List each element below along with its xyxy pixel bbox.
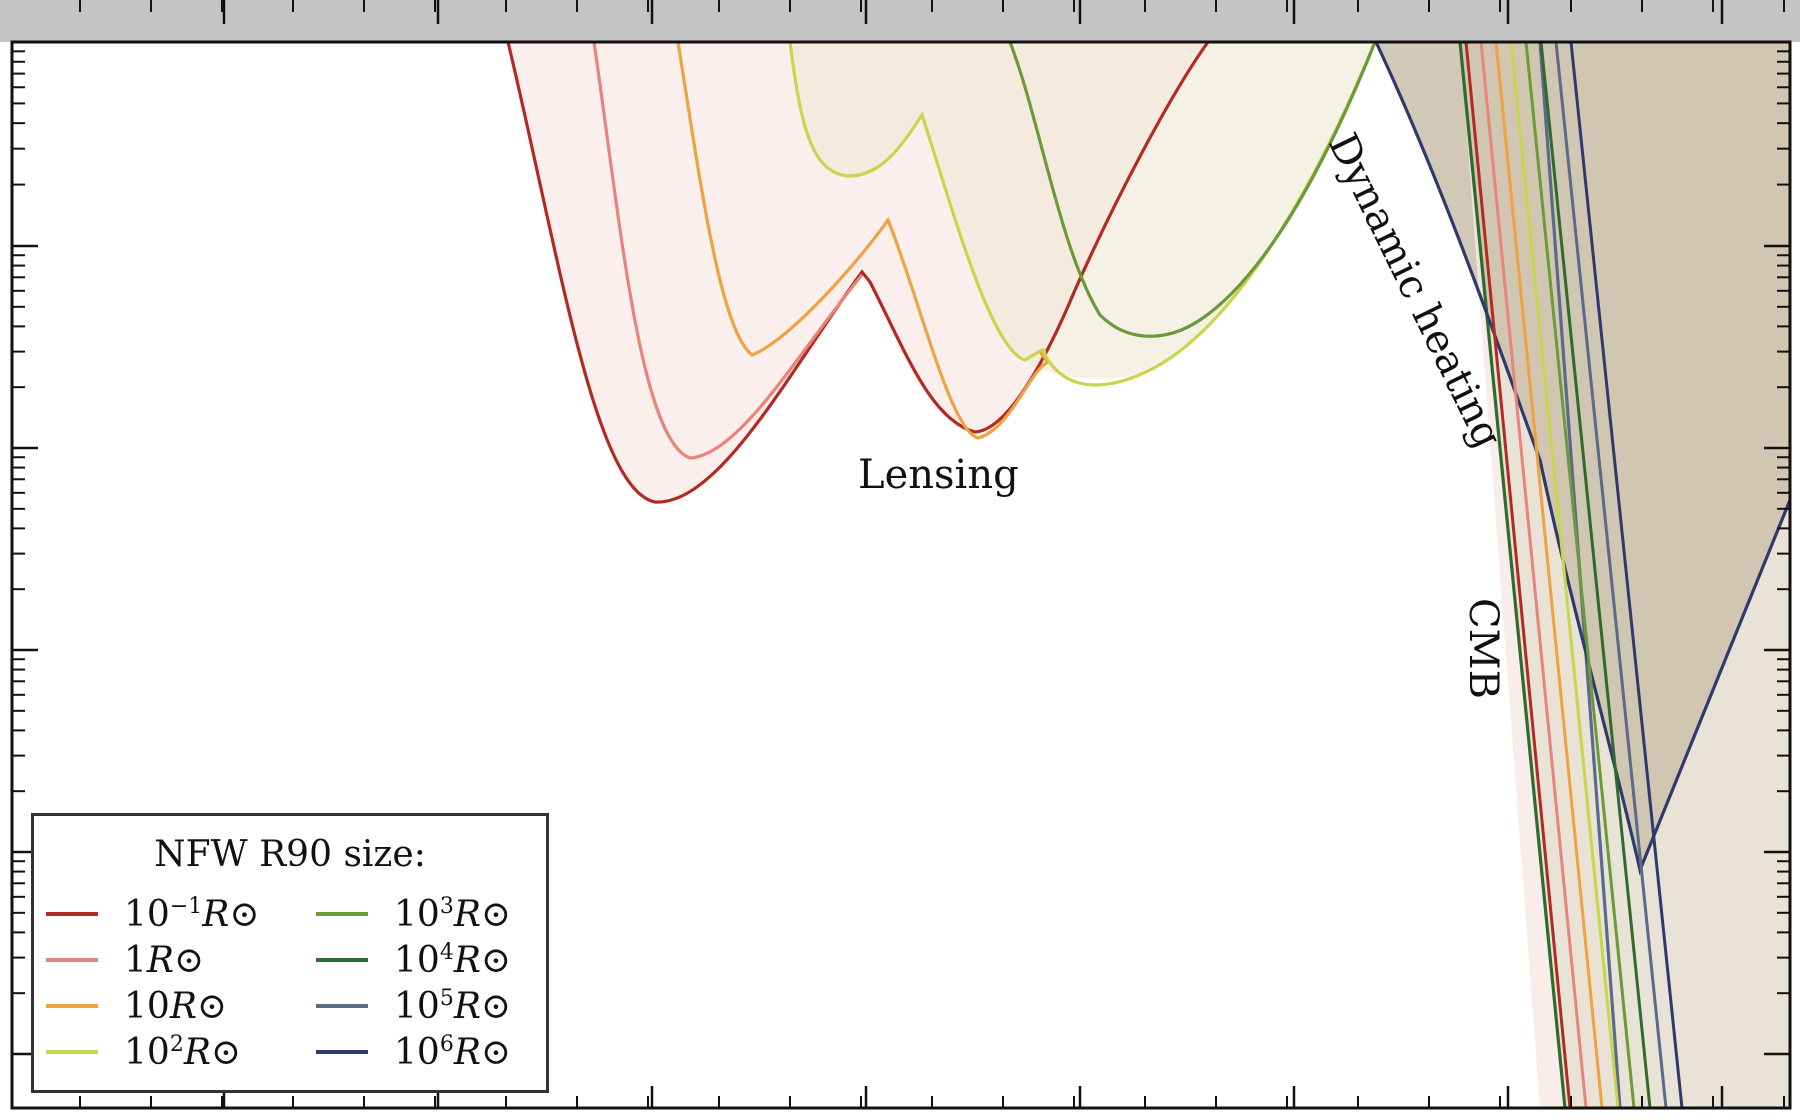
cmb-curve-series-4	[1524, 41, 1636, 1109]
legend-swatch-4	[316, 912, 368, 916]
curve-series-3	[788, 41, 1377, 387]
legend-item-5: 104R⊙	[316, 938, 511, 982]
top-shaded-band	[0, 0, 1800, 42]
constraint-curves	[506, 41, 1792, 1109]
cmb-curve-series-3	[1509, 41, 1620, 1109]
legend-item-4: 103R⊙	[316, 892, 511, 936]
annotation-lensing: Lensing	[858, 452, 1019, 498]
legend-item-2: 10R⊙	[46, 984, 227, 1028]
legend-item-3: 102R⊙	[46, 1030, 241, 1074]
legend-label-7: 106R⊙	[394, 1031, 512, 1073]
legend-swatch-1	[46, 958, 98, 962]
legend-label-6: 105R⊙	[394, 985, 512, 1027]
constraint-fill-regions	[508, 42, 1790, 1108]
legend-label-4: 103R⊙	[394, 893, 512, 935]
legend-title: NFW R90 size:	[34, 834, 546, 875]
legend-label-3: 102R⊙	[124, 1031, 242, 1073]
curve-series-2	[676, 41, 1051, 440]
legend-title-text: NFW R90 size:	[154, 834, 426, 875]
curve-series-5	[1458, 41, 1567, 1109]
cmb-curve-series-5	[1539, 41, 1652, 1109]
legend-swatch-0	[46, 912, 98, 916]
legend-swatch-7	[316, 1050, 368, 1054]
legend-swatch-6	[316, 1004, 368, 1008]
legend-label-2: 10R⊙	[124, 985, 228, 1027]
legend-swatch-2	[46, 1004, 98, 1008]
cmb-curve-series-6	[1554, 41, 1668, 1109]
curve-series-4	[1008, 41, 1377, 338]
cmb-curve-series-0	[1464, 41, 1572, 1109]
legend-item-0: 10−1R⊙	[46, 892, 260, 936]
legend-item-7: 106R⊙	[316, 1030, 511, 1074]
cmb-curve-series-7	[1569, 41, 1684, 1109]
legend: NFW R90 size: 10−1R⊙ 1R⊙ 10R⊙ 102R⊙ 103R⊙ 104…	[31, 813, 549, 1093]
legend-label-1: 1R⊙	[124, 939, 205, 981]
axis-ticks	[12, 0, 1790, 1108]
legend-item-6: 105R⊙	[316, 984, 511, 1028]
plot-border	[10, 40, 1792, 1110]
cmb-curve-series-1	[1479, 41, 1588, 1109]
curve-series-0	[506, 41, 1210, 504]
cmb-curve-series-2	[1494, 41, 1604, 1109]
legend-label-5: 104R⊙	[394, 939, 512, 981]
legend-swatch-3	[46, 1050, 98, 1054]
legend-label-0: 10−1R⊙	[124, 893, 260, 935]
legend-item-1: 1R⊙	[46, 938, 204, 982]
legend-swatch-5	[316, 958, 368, 962]
annotation-cmb: CMB	[1460, 598, 1506, 699]
curve-series-1	[592, 41, 864, 460]
